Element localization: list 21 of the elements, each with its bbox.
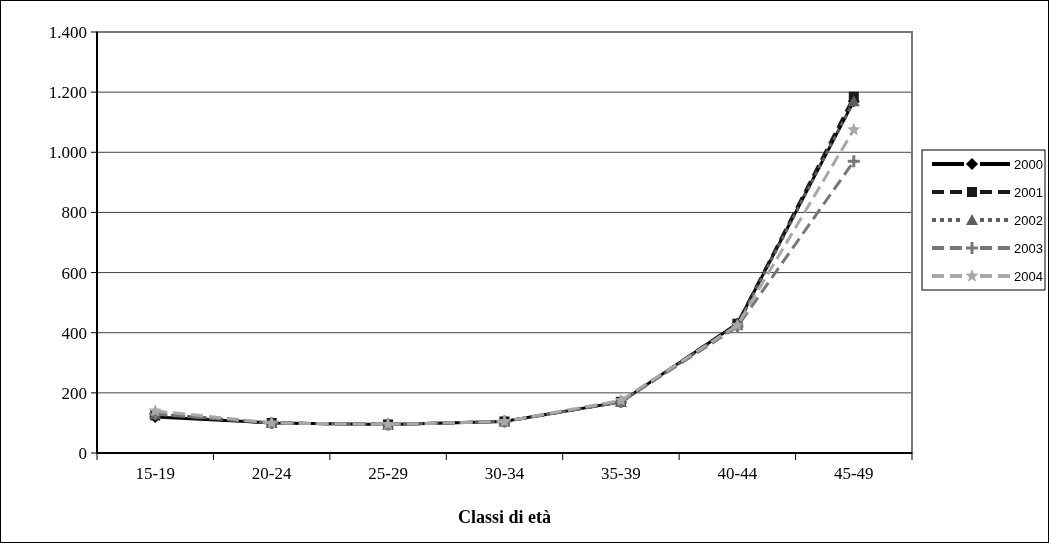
y-tick-label: 1.000 — [48, 143, 87, 163]
x-tick-label: 20-24 — [251, 464, 292, 483]
legend-label: 2003 — [1014, 240, 1043, 256]
x-tick-label: 15-19 — [135, 464, 176, 483]
x-tick-label: 40-44 — [717, 464, 758, 483]
y-tick-label: 600 — [61, 263, 87, 283]
y-tick-label: 800 — [61, 203, 87, 223]
legend-label: 2000 — [1014, 156, 1043, 172]
x-tick-label: 30-34 — [484, 464, 525, 483]
y-tick-label: 1.200 — [48, 83, 87, 103]
y-tick-label: 1.400 — [48, 22, 87, 42]
y-tick-label: 400 — [61, 323, 87, 343]
x-tick-label: 25-29 — [368, 464, 408, 483]
x-tick-label: 35-39 — [601, 464, 641, 483]
legend-label: 2004 — [1014, 268, 1043, 284]
y-tick-label: 0 — [78, 443, 87, 463]
x-axis-title: Classi di età — [457, 507, 552, 527]
y-tick-label: 200 — [61, 383, 87, 403]
legend-label: 2001 — [1014, 184, 1043, 200]
x-tick-label: 45-49 — [833, 464, 874, 483]
legend-label: 2002 — [1014, 212, 1043, 228]
